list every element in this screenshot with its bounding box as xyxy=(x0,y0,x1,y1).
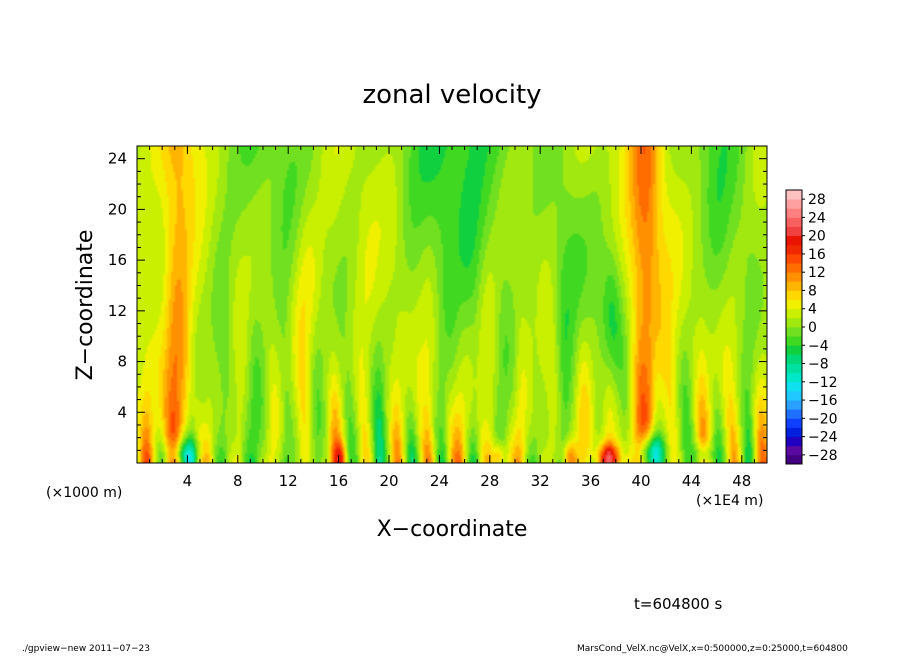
colorbar-label: 8 xyxy=(808,283,817,299)
chart-title: zonal velocity xyxy=(362,80,541,110)
colorbar-swatch xyxy=(786,345,802,355)
colorbar-swatch xyxy=(786,290,802,300)
colorbar-swatch xyxy=(786,427,802,437)
colorbar-swatch xyxy=(786,253,802,264)
colorbar-swatch xyxy=(786,454,802,465)
y-tick-label: 12 xyxy=(108,302,127,320)
y-tick-label: 8 xyxy=(117,353,127,371)
heatmap-field xyxy=(137,146,767,463)
y-tick-label: 20 xyxy=(108,200,127,218)
colorbar-swatch xyxy=(786,299,802,310)
x-tick-label: 28 xyxy=(480,472,499,490)
colorbar-swatch xyxy=(786,208,802,218)
x-tick-label: 40 xyxy=(631,472,650,490)
x-unit-label: (×1E4 m) xyxy=(696,493,763,509)
time-stamp: t=604800 s xyxy=(634,595,722,613)
y-tick-label: 24 xyxy=(108,150,127,168)
colorbar-label: 4 xyxy=(808,302,817,318)
x-axis-ticks: 4 8 12 16 20 24 28 32 36 40 44 48 xyxy=(149,146,755,490)
colorbar-swatch xyxy=(786,363,802,374)
colorbar-swatch xyxy=(786,390,802,401)
colorbar-swatch xyxy=(786,354,802,364)
y-tick-label: 16 xyxy=(108,251,127,269)
colorbar-label: 12 xyxy=(808,265,826,281)
x-tick-label: 48 xyxy=(732,472,751,490)
colorbar-label: 16 xyxy=(808,247,826,263)
colorbar-swatch xyxy=(786,281,802,291)
colorbar-swatch xyxy=(786,226,802,237)
colorbar-swatch xyxy=(786,445,802,456)
colorbar: 28 24 20 16 12 8 4 0 −4 −8 −12 −16 −20 −24 −28 xyxy=(785,189,838,465)
x-tick-label: 44 xyxy=(682,472,701,490)
colorbar-swatch xyxy=(786,436,802,447)
colorbar-swatch xyxy=(786,418,802,428)
footer-right: MarsCond_VelX.nc@VelX,x=0:500000,z=0:250… xyxy=(577,644,848,654)
colorbar-label: −20 xyxy=(808,411,838,427)
y-axis-ticks: 4 8 12 16 20 24 xyxy=(108,150,767,451)
colorbar-swatch xyxy=(786,263,802,273)
colorbar-label: 28 xyxy=(808,192,826,208)
colorbar-swatch xyxy=(786,308,802,319)
colorbar-label: −16 xyxy=(808,393,838,409)
colorbar-label: −28 xyxy=(808,448,838,464)
y-axis-label: Z−coordinate xyxy=(73,230,98,381)
colorbar-swatch xyxy=(786,272,802,282)
x-tick-label: 12 xyxy=(279,472,298,490)
colorbar-label: −4 xyxy=(808,338,829,354)
footer-left: ./gpview−new 2011−07−23 xyxy=(22,644,150,654)
y-unit-label: (×1000 m) xyxy=(46,485,122,501)
colorbar-swatch xyxy=(786,190,802,200)
colorbar-swatch xyxy=(786,235,802,246)
x-tick-label: 8 xyxy=(233,472,243,490)
colorbar-swatch xyxy=(786,199,802,209)
colorbar-swatch xyxy=(786,400,802,410)
colorbar-swatch xyxy=(786,409,802,419)
colorbar-swatch xyxy=(786,317,802,328)
x-tick-label: 20 xyxy=(379,472,398,490)
colorbar-swatch xyxy=(786,372,802,383)
colorbar-label: −24 xyxy=(808,430,838,446)
colorbar-label: 24 xyxy=(808,210,826,226)
colorbar-label: −8 xyxy=(808,357,829,373)
x-tick-label: 32 xyxy=(531,472,550,490)
y-tick-label: 4 xyxy=(117,403,127,421)
x-tick-label: 36 xyxy=(581,472,600,490)
x-tick-label: 16 xyxy=(329,472,348,490)
colorbar-label: 20 xyxy=(808,229,826,245)
colorbar-swatch xyxy=(786,327,802,337)
x-axis-label: X−coordinate xyxy=(377,517,528,542)
x-tick-label: 4 xyxy=(183,472,193,490)
colorbar-swatch xyxy=(786,244,802,255)
colorbar-label: 0 xyxy=(808,320,817,336)
colorbar-swatch xyxy=(786,336,802,346)
colorbar-swatch xyxy=(786,217,802,227)
colorbar-swatch xyxy=(786,381,802,392)
colorbar-label: −12 xyxy=(808,375,838,391)
x-tick-label: 24 xyxy=(430,472,449,490)
